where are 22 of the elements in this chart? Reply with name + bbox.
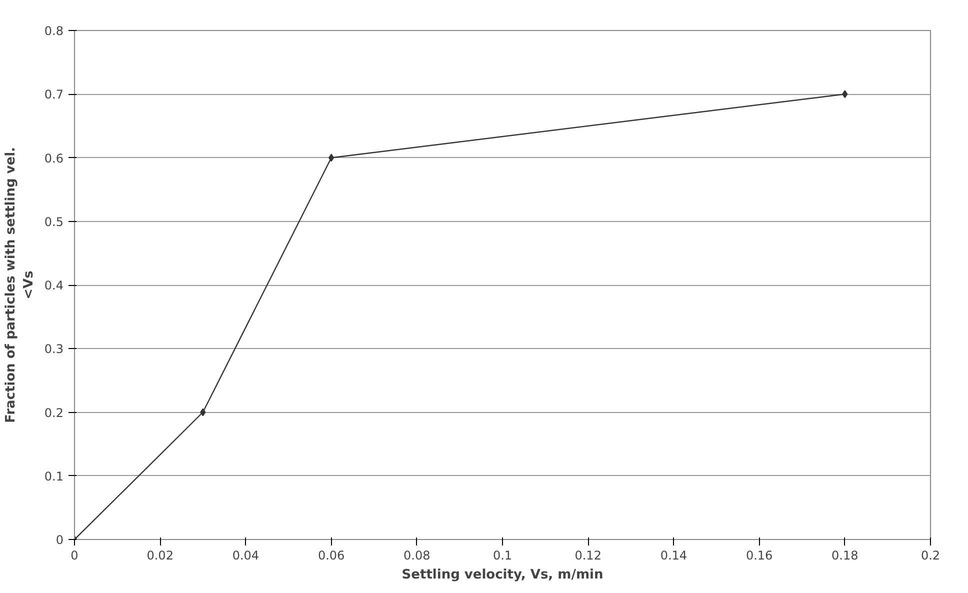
y-tick-label: 0.4: [44, 278, 64, 292]
y-tick-label: 0.8: [44, 24, 64, 38]
x-tick-label: 0: [70, 548, 78, 562]
x-tick-label: 0.1: [492, 548, 512, 562]
y-tick-label: 0.5: [44, 214, 64, 229]
x-tick-label: 0.18: [832, 548, 858, 562]
x-tick-label: 0.02: [146, 548, 174, 562]
x-tick-label: 0.06: [318, 548, 345, 562]
y-tick-label: 0.6: [44, 151, 64, 166]
x-tick-label: 0.2: [920, 548, 940, 562]
y-tick-label: 0: [56, 533, 64, 547]
x-tick-label: 0.12: [574, 548, 602, 562]
y-tick-label: 0.3: [44, 342, 64, 356]
y-tick-label: 0.7: [44, 88, 64, 102]
y-axis-title: Fraction of particles with settling vel. <Vs: [3, 147, 36, 423]
x-tick-label: 0.16: [746, 548, 773, 562]
x-tick-label: 0.04: [232, 548, 260, 562]
y-tick-label: 0.1: [44, 469, 64, 484]
y-tick-label: 0.2: [44, 406, 64, 420]
x-axis-title: Settling velocity, Vs, m/min: [402, 568, 604, 582]
x-tick-label: 0.14: [660, 548, 688, 562]
x-tick-label: 0.08: [404, 548, 430, 562]
